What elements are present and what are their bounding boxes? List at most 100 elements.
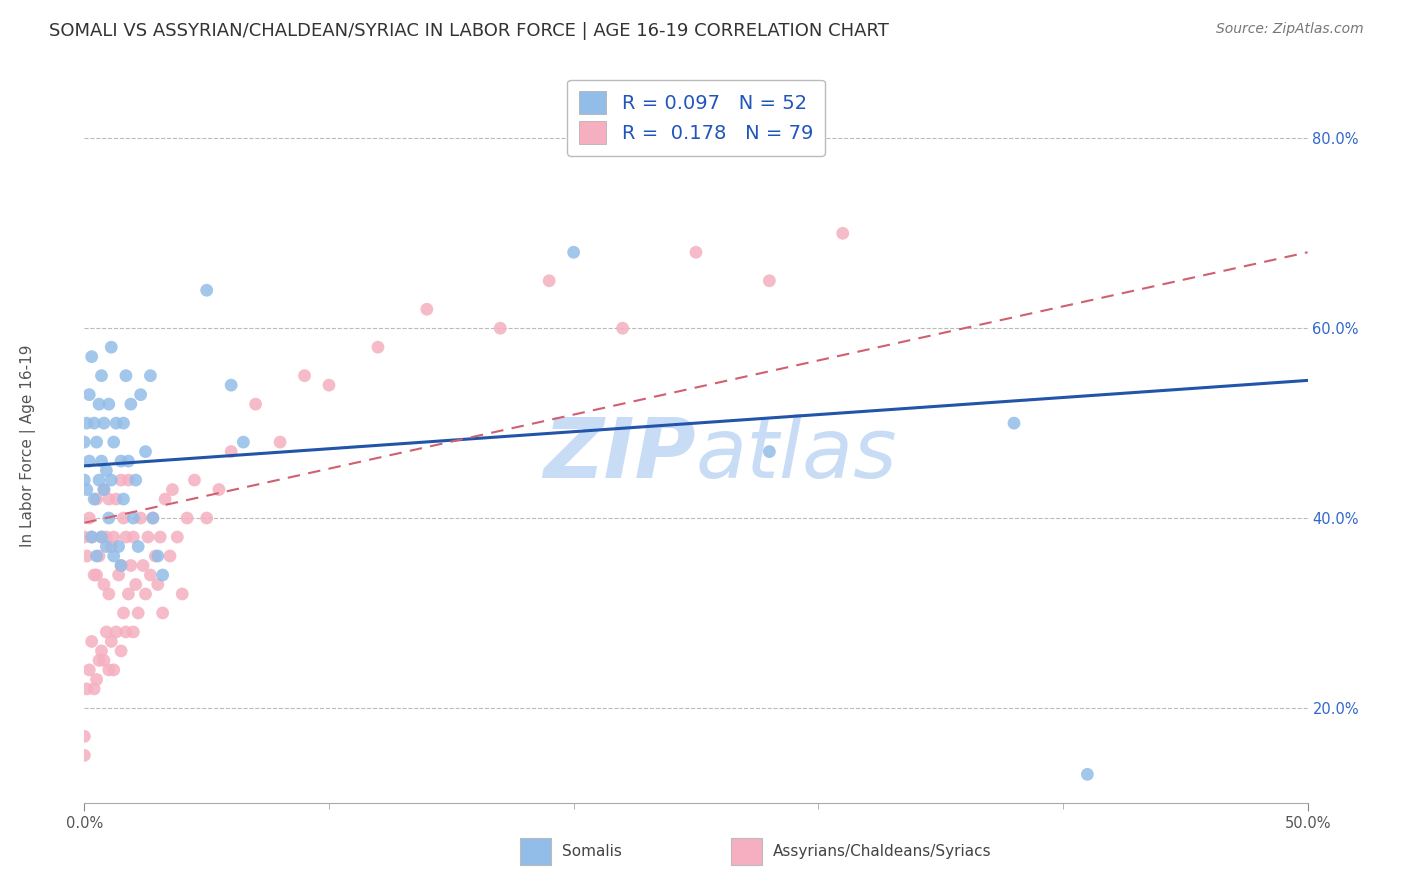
Point bbox=[129, 387, 152, 401]
Point bbox=[159, 549, 181, 563]
Point bbox=[152, 606, 174, 620]
Text: In Labor Force | Age 16-19: In Labor Force | Age 16-19 bbox=[20, 344, 37, 548]
Text: ZIP: ZIP bbox=[543, 414, 696, 495]
Point bbox=[105, 491, 128, 506]
Point bbox=[117, 473, 139, 487]
Point bbox=[1076, 767, 1098, 781]
Point bbox=[120, 397, 142, 411]
Point bbox=[208, 483, 231, 497]
Point bbox=[76, 549, 98, 563]
Point bbox=[685, 245, 707, 260]
Point bbox=[416, 302, 439, 317]
Point bbox=[125, 577, 148, 591]
Point bbox=[146, 549, 169, 563]
Point bbox=[93, 483, 115, 497]
Point bbox=[83, 416, 105, 430]
Point bbox=[97, 397, 120, 411]
Point bbox=[87, 397, 110, 411]
Point bbox=[294, 368, 316, 383]
Point bbox=[77, 663, 100, 677]
Point bbox=[73, 748, 96, 763]
Point bbox=[90, 368, 112, 383]
Point bbox=[122, 530, 145, 544]
Point bbox=[90, 530, 112, 544]
Point bbox=[219, 378, 242, 392]
Point bbox=[269, 435, 291, 450]
Point bbox=[103, 663, 125, 677]
Point bbox=[153, 491, 176, 506]
Point bbox=[97, 491, 120, 506]
Point bbox=[100, 540, 122, 554]
Point bbox=[219, 444, 242, 458]
Point bbox=[115, 368, 138, 383]
Point bbox=[73, 473, 96, 487]
Point bbox=[107, 540, 129, 554]
Text: SOMALI VS ASSYRIAN/CHALDEAN/SYRIAC IN LABOR FORCE | AGE 16-19 CORRELATION CHART: SOMALI VS ASSYRIAN/CHALDEAN/SYRIAC IN LA… bbox=[49, 22, 889, 40]
Point bbox=[97, 511, 120, 525]
Point bbox=[86, 435, 108, 450]
Point bbox=[73, 530, 96, 544]
Point bbox=[90, 454, 112, 468]
Point bbox=[143, 549, 166, 563]
Point bbox=[76, 681, 98, 696]
Point bbox=[97, 663, 120, 677]
Point bbox=[93, 577, 115, 591]
Point bbox=[172, 587, 194, 601]
Point bbox=[758, 274, 780, 288]
Point bbox=[77, 511, 100, 525]
Point bbox=[80, 350, 103, 364]
Point bbox=[103, 530, 125, 544]
Point bbox=[90, 644, 112, 658]
Point bbox=[76, 483, 98, 497]
Point bbox=[115, 624, 138, 639]
Point bbox=[232, 435, 254, 450]
Point bbox=[96, 540, 118, 554]
Point bbox=[146, 577, 169, 591]
Point bbox=[176, 511, 198, 525]
Text: atlas: atlas bbox=[696, 414, 897, 495]
FancyBboxPatch shape bbox=[731, 838, 762, 865]
Point bbox=[142, 511, 165, 525]
Point bbox=[149, 530, 172, 544]
Point bbox=[80, 530, 103, 544]
Point bbox=[120, 558, 142, 573]
Point bbox=[117, 587, 139, 601]
Point bbox=[93, 483, 115, 497]
Point bbox=[110, 454, 132, 468]
Point bbox=[87, 653, 110, 667]
Point bbox=[107, 568, 129, 582]
Point bbox=[112, 416, 135, 430]
Point bbox=[538, 274, 561, 288]
Point bbox=[96, 464, 118, 478]
Point bbox=[90, 530, 112, 544]
Point bbox=[112, 606, 135, 620]
Point bbox=[87, 549, 110, 563]
Point bbox=[77, 387, 100, 401]
FancyBboxPatch shape bbox=[520, 838, 551, 865]
Point bbox=[142, 511, 165, 525]
Point bbox=[100, 473, 122, 487]
Point bbox=[318, 378, 340, 392]
Point bbox=[245, 397, 267, 411]
Point bbox=[122, 624, 145, 639]
Point bbox=[76, 416, 98, 430]
Point bbox=[100, 340, 122, 354]
Point bbox=[93, 653, 115, 667]
Point bbox=[127, 606, 149, 620]
Point bbox=[87, 473, 110, 487]
Point bbox=[183, 473, 205, 487]
Point bbox=[86, 673, 108, 687]
Point bbox=[195, 511, 218, 525]
Point bbox=[73, 435, 96, 450]
Point bbox=[152, 568, 174, 582]
Point bbox=[77, 454, 100, 468]
Point bbox=[80, 530, 103, 544]
Point bbox=[367, 340, 389, 354]
Point bbox=[166, 530, 188, 544]
Point bbox=[612, 321, 634, 335]
Point bbox=[831, 227, 853, 241]
Point bbox=[105, 624, 128, 639]
Point bbox=[83, 568, 105, 582]
Point bbox=[83, 491, 105, 506]
Point bbox=[117, 454, 139, 468]
